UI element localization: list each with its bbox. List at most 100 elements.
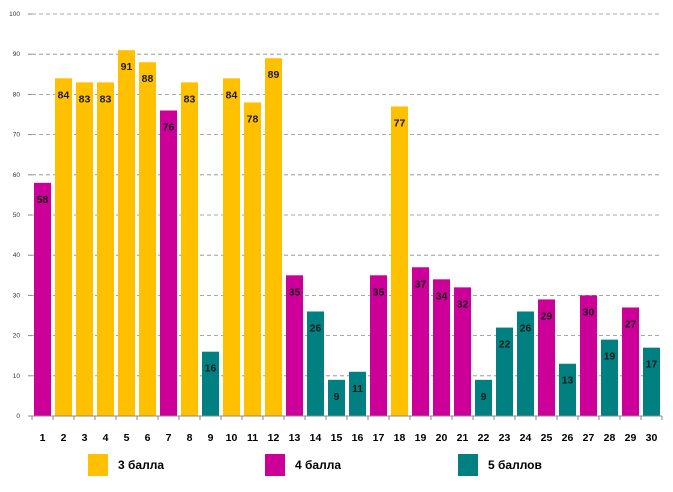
bar-15 <box>328 379 345 416</box>
bar-26 <box>559 363 576 416</box>
bar-13 <box>286 275 303 416</box>
x-tick-label-8: 8 <box>187 432 193 444</box>
bar-14 <box>307 311 324 416</box>
legend-swatch-5 <box>458 454 478 476</box>
data-label-12: 89 <box>268 69 280 81</box>
x-tick-label-13: 13 <box>289 432 301 444</box>
x-tick-label-21: 21 <box>457 432 469 444</box>
x-tick-label-29: 29 <box>625 432 637 444</box>
x-tick-label-2: 2 <box>61 432 67 444</box>
legend-item-5: 5 баллов <box>458 453 542 477</box>
x-tick-label-3: 3 <box>82 432 88 444</box>
data-label-4: 83 <box>100 93 112 105</box>
data-label-11: 78 <box>247 113 259 125</box>
bar-4 <box>97 82 114 416</box>
legend-label-5: 5 баллов <box>488 458 542 472</box>
data-label-14: 26 <box>310 322 322 334</box>
bar-30 <box>643 347 660 416</box>
x-tick-label-24: 24 <box>520 432 532 444</box>
x-tick-label-17: 17 <box>373 432 385 444</box>
data-label-5: 91 <box>121 61 133 73</box>
bar-20 <box>433 279 450 416</box>
bar-3 <box>76 82 93 416</box>
data-label-28: 19 <box>604 351 616 363</box>
y-tick-label: 30 <box>13 292 21 299</box>
x-tick-label-10: 10 <box>226 432 238 444</box>
data-label-24: 26 <box>520 322 532 334</box>
bar-16 <box>349 371 366 416</box>
legend-swatch-3 <box>88 454 108 476</box>
x-tick-label-12: 12 <box>268 432 280 444</box>
gridlines <box>32 13 662 377</box>
y-tick-label: 40 <box>13 252 21 259</box>
bar-21 <box>454 287 471 416</box>
x-tick-label-22: 22 <box>478 432 490 444</box>
bar-24 <box>517 311 534 416</box>
bar-25 <box>538 299 555 416</box>
bar-19 <box>412 267 429 416</box>
data-label-30: 17 <box>646 359 658 371</box>
bars: 58 84 83 83 91 88 76 83 16 84 78 89 35 26 9 11 35 77 37 34 3… <box>34 50 660 417</box>
data-label-21: 32 <box>457 298 469 310</box>
data-label-2: 84 <box>58 89 70 101</box>
y-tick-label: 70 <box>13 132 21 139</box>
data-label-8: 83 <box>184 93 196 105</box>
y-tick-label: 10 <box>13 373 21 380</box>
x-tick-label-30: 30 <box>646 432 658 444</box>
data-label-3: 83 <box>79 93 91 105</box>
bar-1 <box>34 182 51 416</box>
data-label-1: 58 <box>37 194 49 206</box>
x-axis-ticks: 1 2 3 4 5 6 7 8 9 10 11 12 13 14 15 16 17 18 19 20 21 22 23 24 2… <box>31 416 663 444</box>
data-label-22: 9 <box>481 391 487 403</box>
x-tick-label-16: 16 <box>352 432 364 444</box>
y-tick-label: 0 <box>16 413 20 420</box>
x-tick-label-25: 25 <box>541 432 553 444</box>
y-tick-label: 80 <box>13 91 21 98</box>
bar-8 <box>181 82 198 416</box>
bar-18 <box>391 106 408 417</box>
y-tick-label: 50 <box>13 212 21 219</box>
legend-item-4: 4 балла <box>265 453 341 477</box>
x-tick-label-14: 14 <box>310 432 322 444</box>
y-axis-ticks: 0 10 20 30 40 50 60 70 80 90 100 <box>9 11 32 420</box>
x-tick-label-19: 19 <box>415 432 427 444</box>
x-tick-label-7: 7 <box>166 432 172 444</box>
data-label-6: 88 <box>142 73 154 85</box>
legend-swatch-4 <box>265 454 285 476</box>
x-tick-label-11: 11 <box>247 432 258 444</box>
data-label-15: 9 <box>334 391 340 403</box>
y-tick-label: 90 <box>13 51 21 58</box>
data-label-10: 84 <box>226 89 238 101</box>
bar-23 <box>496 327 513 416</box>
bar-5 <box>118 50 135 417</box>
y-tick-label: 20 <box>13 333 21 340</box>
data-label-25: 29 <box>541 310 553 322</box>
data-label-17: 35 <box>373 286 385 298</box>
data-label-29: 27 <box>625 318 637 330</box>
bar-12 <box>265 58 282 416</box>
bar-2 <box>55 78 72 416</box>
bar-28 <box>601 339 618 416</box>
bar-6 <box>139 62 156 417</box>
x-tick-label-23: 23 <box>499 432 511 444</box>
x-tick-label-15: 15 <box>331 432 343 444</box>
x-tick-label-5: 5 <box>124 432 130 444</box>
data-label-20: 34 <box>436 290 448 302</box>
bar-29 <box>622 307 639 416</box>
x-tick-label-20: 20 <box>436 432 448 444</box>
data-label-27: 30 <box>583 306 595 318</box>
bar-22 <box>475 379 492 416</box>
data-label-23: 22 <box>499 339 511 351</box>
bar-27 <box>580 295 597 416</box>
data-label-26: 13 <box>562 375 574 387</box>
bar-17 <box>370 275 387 416</box>
legend-label-4: 4 балла <box>295 458 342 472</box>
bar-11 <box>244 102 261 416</box>
x-tick-label-4: 4 <box>103 432 109 444</box>
bar-7 <box>160 110 177 416</box>
x-tick-label-1: 1 <box>40 432 46 444</box>
x-tick-label-6: 6 <box>145 432 151 444</box>
data-label-13: 35 <box>289 286 301 298</box>
x-tick-label-26: 26 <box>562 432 574 444</box>
